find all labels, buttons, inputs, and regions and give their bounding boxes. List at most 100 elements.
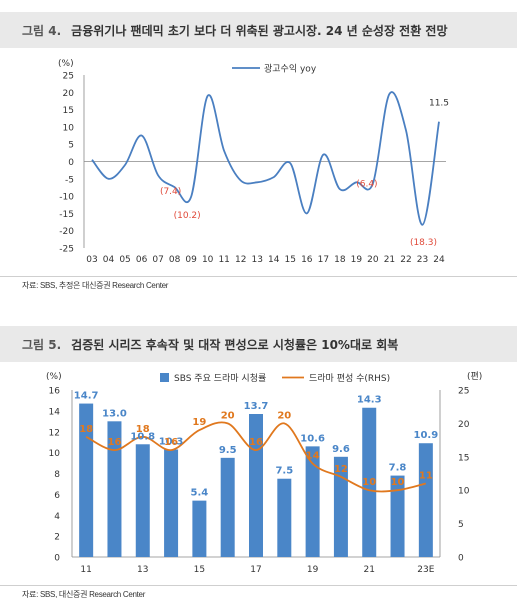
x-tick-label: 15 (285, 255, 296, 265)
bar-drama-rating (277, 478, 292, 557)
line-value-label: 16 (249, 437, 263, 448)
legend-label-bar: SBS 주요 드라마 시청률 (174, 373, 266, 384)
x-tick-label: 18 (334, 255, 346, 265)
bar-value-label: 5.4 (191, 488, 209, 499)
y-tick-label: 15 (63, 106, 74, 116)
line-value-label: 14 (306, 450, 320, 461)
ad-revenue-yoy-line-chart: (%) 25 20 15 10 5 0 -5 -10 -15 -20 -25 03 04 05 06 07 08 0… (58, 59, 449, 265)
figure-4-header: 그림 4. 금융위기나 팬데믹 초기 보다 더 위축된 광고시장. 24 년 순… (0, 12, 517, 48)
y-tick-label: -15 (59, 210, 74, 220)
data-label: (10.2) (174, 211, 201, 221)
right-y-tick-label: 25 (458, 387, 469, 397)
bar-value-label: 14.3 (357, 395, 382, 406)
right-y-tick-label: 0 (458, 554, 464, 564)
bar-value-label: 10.6 (300, 433, 325, 444)
x-tick-label: 22 (400, 255, 411, 265)
line-value-label: 20 (277, 410, 291, 421)
x-tick-label: 03 (86, 255, 97, 265)
line-value-label: 20 (221, 410, 235, 421)
x-tick-label: 05 (119, 255, 130, 265)
x-tick-label: 14 (268, 255, 280, 265)
line-value-label: 16 (108, 437, 122, 448)
bar-value-label: 13.7 (244, 401, 269, 412)
x-tick-label: 07 (152, 255, 163, 265)
line-value-label: 16 (164, 437, 178, 448)
left-y-tick-label: 8 (54, 470, 60, 480)
line-value-label: 18 (79, 424, 93, 435)
bar-drama-rating (249, 414, 263, 557)
figure-5-source: 자료: SBS, 대신증권 Research Center (22, 590, 146, 599)
line-value-label: 18 (136, 424, 150, 435)
bar-value-label: 7.8 (389, 463, 407, 474)
figure-4-divider (0, 276, 517, 277)
x-tick-label: 13 (252, 255, 263, 265)
x-tick-label: 17 (318, 255, 329, 265)
figure-4-number: 그림 4. (22, 23, 62, 38)
x-tick-label: 17 (250, 565, 261, 575)
y-tick-label: 25 (63, 72, 74, 82)
series-line-ad-revenue-yoy (91, 91, 440, 226)
line-value-label: 10 (362, 477, 376, 488)
x-tick-label: 19 (351, 255, 363, 265)
figure-4-title: 금융위기나 팬데믹 초기 보다 더 위축된 광고시장. 24 년 순성장 전환 … (71, 23, 448, 38)
left-y-tick-label: 0 (54, 554, 60, 564)
x-tick-label: 04 (103, 255, 115, 265)
bar-drama-rating (333, 456, 348, 557)
line-value-label: 19 (192, 417, 206, 428)
x-tick-label: 16 (301, 255, 313, 265)
y-tick-label: 5 (68, 141, 74, 151)
left-y-tick-label: 12 (49, 428, 60, 438)
bar-drama-rating (107, 421, 122, 557)
right-axis-unit-label: (편) (467, 370, 482, 382)
bar-drama-rating (135, 444, 150, 557)
legend-label-line: 드라마 편성 수(RHS) (309, 372, 390, 384)
x-tick-label: 13 (137, 565, 148, 575)
line-value-label: 10 (391, 477, 405, 488)
x-tick-label: 23E (417, 565, 434, 575)
right-y-tick-label: 5 (458, 520, 464, 530)
y-tick-label: 0 (68, 158, 74, 168)
bar-drama-rating (164, 449, 179, 557)
left-y-tick-label: 2 (54, 533, 60, 543)
data-label: (18.3) (410, 238, 437, 248)
line-value-label: 12 (334, 464, 348, 475)
bar-drama-rating (305, 446, 320, 557)
left-y-tick-label: 10 (49, 449, 61, 459)
figure-5-header: 그림 5. 검증된 시리즈 후속작 및 대작 편성으로 시청률은 10%대로 회… (0, 326, 517, 362)
data-label: (7.4) (160, 187, 181, 197)
x-tick-label: 09 (185, 255, 197, 265)
bar-drama-rating (220, 457, 235, 557)
bar-value-label: 10.9 (414, 430, 439, 441)
x-tick-label: 15 (194, 565, 205, 575)
y-tick-label: -10 (59, 193, 74, 203)
bar-value-label: 9.5 (219, 445, 237, 456)
y-tick-label: -5 (65, 175, 74, 185)
x-tick-label: 19 (307, 565, 319, 575)
right-y-tick-label: 10 (458, 487, 470, 497)
x-tick-label: 12 (235, 255, 246, 265)
left-y-tick-label: 4 (54, 512, 60, 522)
x-tick-label: 11 (218, 255, 229, 265)
left-y-tick-label: 6 (54, 491, 60, 501)
y-tick-label: -20 (59, 227, 74, 237)
legend-swatch-bar (160, 373, 169, 382)
bar-value-label: 10.3 (159, 436, 184, 447)
x-tick-label: 21 (384, 255, 395, 265)
figure-5-divider (0, 585, 517, 586)
bar-value-label: 9.6 (332, 444, 350, 455)
figure-5-number: 그림 5. (22, 337, 62, 352)
x-tick-label: 08 (169, 255, 181, 265)
x-tick-label: 21 (364, 565, 375, 575)
bar-value-label: 14.7 (74, 391, 99, 402)
right-y-tick-label: 20 (458, 420, 470, 430)
x-tick-label: 06 (136, 255, 148, 265)
left-y-tick-label: 16 (49, 387, 61, 397)
y-tick-label: 10 (63, 123, 75, 133)
y-axis-unit-label: (%) (58, 59, 74, 69)
figure-5-title: 검증된 시리즈 후속작 및 대작 편성으로 시청률은 10%대로 회복 (71, 337, 399, 352)
x-tick-label: 24 (433, 255, 445, 265)
bar-drama-rating (418, 443, 433, 557)
bar-value-label: 10.8 (130, 431, 155, 442)
bar-drama-rating (192, 500, 207, 557)
